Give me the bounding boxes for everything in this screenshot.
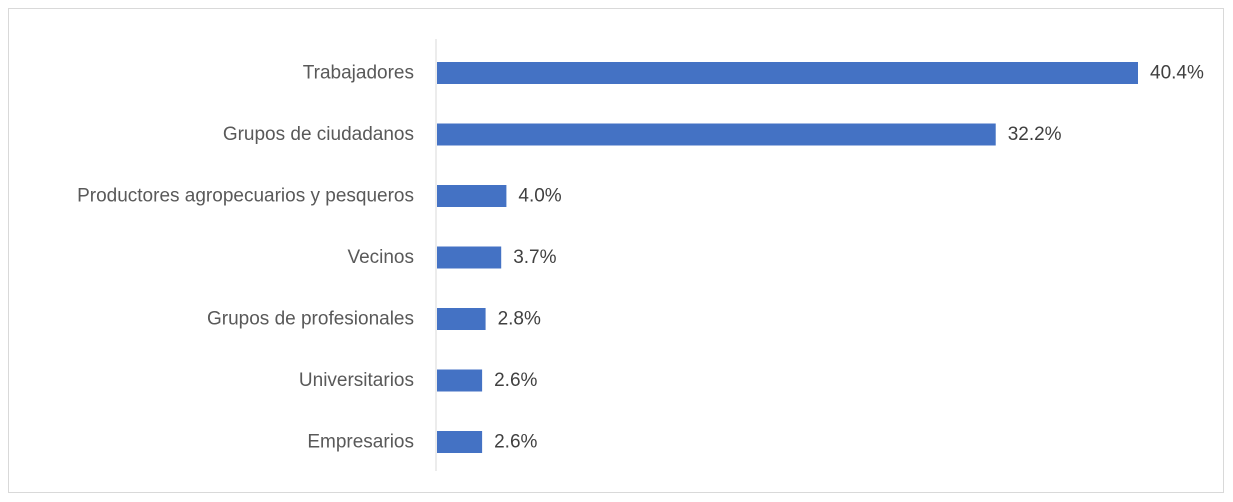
data-label: 4.0%	[518, 186, 561, 207]
bars-layer	[437, 62, 1138, 453]
data-label: 3.7%	[513, 247, 556, 268]
chart-frame: Trabajadores Grupos de ciudadanos Producto…	[8, 8, 1224, 493]
category-label: Empresarios	[307, 432, 414, 453]
data-label: 2.6%	[494, 370, 537, 391]
data-label: 2.6%	[494, 432, 537, 453]
category-label: Universitarios	[299, 370, 414, 391]
bar-2	[437, 185, 507, 207]
bar-6	[437, 431, 483, 453]
category-label: Productores agropecuarios y pesqueros	[77, 186, 414, 207]
category-label: Trabajadores	[303, 63, 414, 84]
data-label: 40.4%	[1150, 63, 1204, 84]
category-labels: Trabajadores Grupos de ciudadanos Producto…	[77, 63, 414, 453]
category-label: Grupos de ciudadanos	[223, 124, 414, 145]
bar-5	[437, 369, 483, 392]
data-label: 32.2%	[1008, 124, 1062, 145]
category-label: Grupos de profesionales	[207, 309, 414, 330]
bar-chart: Trabajadores Grupos de ciudadanos Producto…	[77, 39, 1204, 471]
value-labels: 40.4% 32.2% 4.0% 3.7% 2.8% 2.6% 2.6%	[494, 63, 1204, 453]
bar-0	[437, 62, 1138, 84]
bar-4	[437, 308, 486, 330]
data-label: 2.8%	[498, 309, 541, 330]
category-label: Vecinos	[347, 247, 414, 268]
bar-3	[437, 246, 502, 269]
bar-1	[437, 123, 996, 146]
